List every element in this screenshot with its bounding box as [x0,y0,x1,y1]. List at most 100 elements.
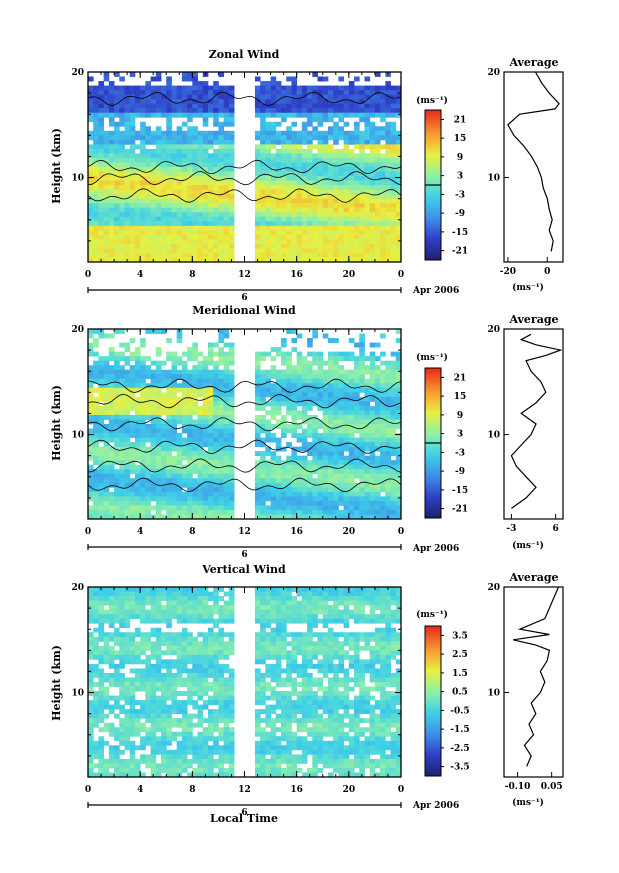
heatmap-cell [228,396,235,402]
heatmap-cell [338,230,345,236]
heatmap-cell [333,153,339,159]
heatmap-cell [140,221,146,227]
heatmap-cell [124,392,131,398]
heatmap-cell [129,740,136,746]
heatmap-cell [213,121,219,127]
heatmap-cell [98,85,105,91]
heatmap-cell [333,130,339,136]
heatmap-cell [202,700,209,706]
heatmap-cell [197,257,204,263]
heatmap-cell [88,248,94,254]
heatmap-cell [385,424,391,429]
heatmap-cell [213,383,219,389]
heatmap-cell [364,139,371,145]
heatmap-cell [207,176,214,181]
heatmap-cell [281,392,287,398]
heatmap-cell [93,618,99,624]
heatmap-cell [307,162,313,168]
heatmap-cell [223,383,230,389]
heatmap-cell [98,654,105,660]
heatmap-cell [317,374,324,380]
heatmap-cell [124,618,131,624]
heatmap-cell [364,482,371,488]
heatmap-cell [374,180,381,186]
heatmap-cell [150,672,157,678]
heatmap-cell [93,722,99,728]
heatmap-cell [103,460,110,466]
heatmap-cell [260,144,266,150]
heatmap-cell [260,414,266,420]
heatmap-cell [150,85,157,91]
heatmap-cell [317,509,324,515]
heatmap-cell [161,437,167,443]
heatmap-cell [114,636,120,642]
heatmap-cell [98,198,105,204]
heatmap-cell [254,153,261,159]
heatmap-cell [374,378,381,384]
heatmap-cell [364,446,371,452]
heatmap-cell [88,763,94,769]
heatmap-cell [260,153,266,159]
heatmap-cell [307,194,313,200]
heatmap-cell [348,207,355,213]
heatmap-cell [207,180,214,186]
heatmap-cell [161,505,167,511]
heatmap-cell [354,455,360,461]
heatmap-cell [181,718,188,724]
heatmap-cell [202,505,209,511]
heatmap-cell [98,356,105,362]
heatmap-cell [150,718,157,724]
heatmap-cell [108,176,115,181]
heatmap-cell [166,252,172,258]
heatmap-cell [119,378,125,384]
heatmap-cell [390,405,397,411]
heatmap-cell [364,135,371,141]
heatmap-cell [333,360,339,366]
heatmap-cell [395,487,402,493]
heatmap-cell [98,121,105,127]
heatmap-cell [395,180,402,186]
heatmap-cell [218,108,225,114]
heatmap-cell [134,682,141,687]
heatmap-cell [213,180,219,186]
heatmap-cell [202,509,209,515]
heatmap-cell [93,117,99,123]
heatmap-cell [124,243,131,249]
heatmap-cell [338,419,345,425]
heatmap-cell [213,365,219,371]
heatmap-cell [385,378,391,384]
heatmap-cell [129,356,136,362]
heatmap-cell [359,221,365,227]
heatmap-cell [197,185,204,191]
heatmap-cell [380,473,386,479]
heatmap-cell [296,167,303,172]
heatmap-cell [181,414,188,420]
heatmap-cell [176,659,183,665]
heatmap-cell [395,171,402,177]
heatmap-cell [291,162,298,168]
heatmap-cell [134,94,141,100]
heatmap-cell [228,387,235,393]
heatmap-cell [228,108,235,114]
heatmap-cell [166,605,172,611]
heatmap-cell [93,641,99,647]
heatmap-cell [108,704,115,710]
heatmap-cell [348,230,355,236]
heatmap-cell [213,505,219,511]
heatmap-cell [312,356,318,362]
heatmap-cell [98,234,105,240]
heatmap-cell [364,414,371,420]
heatmap-cell [354,248,360,254]
heatmap-cell [161,596,167,601]
heatmap-cell [98,591,105,597]
heatmap-cell [124,469,131,475]
heatmap-cell [281,401,287,407]
heatmap-cell [213,148,219,154]
heatmap-cell [254,496,261,502]
heatmap-cell [343,148,350,154]
heatmap-cell [254,130,261,136]
heatmap-cell [93,378,99,384]
heatmap-cell [197,180,204,186]
heatmap-cell [103,108,110,114]
